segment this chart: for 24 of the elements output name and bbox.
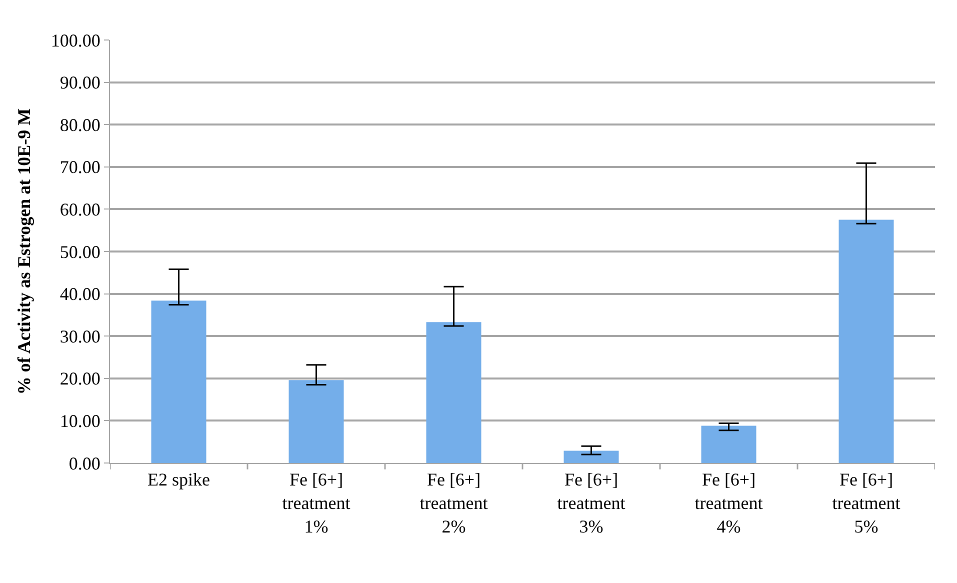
bar (838, 220, 894, 463)
y-tick-label: 50.00 (60, 242, 100, 262)
y-tick-label: 80.00 (60, 114, 100, 135)
x-tick-label: Fe [6+] treatment 4% (694, 470, 763, 536)
x-tick-label: Fe [6+] treatment 5% (832, 470, 900, 536)
bar (564, 450, 619, 463)
x-tick-label: Fe [6+] treatment 1% (282, 470, 350, 536)
y-tick-label: 70.00 (60, 157, 100, 178)
bar (701, 426, 756, 463)
y-tick-label: 0.00 (68, 453, 100, 474)
bar (151, 300, 206, 463)
x-tick-label: E2 spike (148, 470, 210, 490)
bar (288, 380, 344, 463)
y-tick-label: 20.00 (60, 368, 100, 389)
y-tick-label: 100.00 (50, 30, 100, 50)
y-tick-label: 60.00 (60, 200, 100, 220)
y-tick-label: 10.00 (60, 411, 100, 431)
y-axis-title: % of Activity as Estrogen at 10E-9 M (14, 108, 34, 395)
y-tick-label: 90.00 (60, 72, 100, 93)
bar (426, 322, 482, 463)
y-tick-label: 40.00 (60, 284, 100, 304)
x-tick-label: Fe [6+] treatment 2% (420, 470, 488, 536)
x-tick-label: Fe [6+] treatment 3% (557, 470, 626, 536)
y-tick-label: 30.00 (60, 326, 100, 346)
